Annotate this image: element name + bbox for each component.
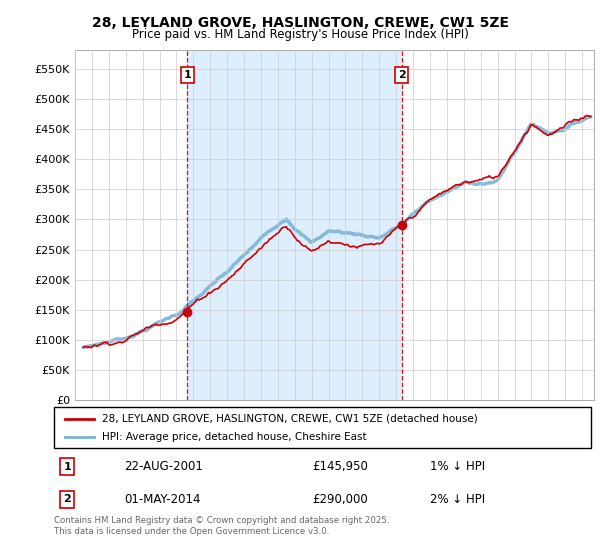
Text: 1: 1 — [184, 70, 191, 80]
Text: 1: 1 — [64, 461, 71, 472]
Text: 1% ↓ HPI: 1% ↓ HPI — [430, 460, 485, 473]
FancyBboxPatch shape — [54, 407, 591, 448]
Text: 22-AUG-2001: 22-AUG-2001 — [124, 460, 203, 473]
Text: Price paid vs. HM Land Registry's House Price Index (HPI): Price paid vs. HM Land Registry's House … — [131, 28, 469, 41]
Text: £290,000: £290,000 — [312, 493, 368, 506]
Text: HPI: Average price, detached house, Cheshire East: HPI: Average price, detached house, Ches… — [103, 432, 367, 441]
Text: £145,950: £145,950 — [312, 460, 368, 473]
Text: 2: 2 — [398, 70, 406, 80]
Text: 28, LEYLAND GROVE, HASLINGTON, CREWE, CW1 5ZE: 28, LEYLAND GROVE, HASLINGTON, CREWE, CW… — [91, 16, 509, 30]
Text: 2% ↓ HPI: 2% ↓ HPI — [430, 493, 485, 506]
Text: 28, LEYLAND GROVE, HASLINGTON, CREWE, CW1 5ZE (detached house): 28, LEYLAND GROVE, HASLINGTON, CREWE, CW… — [103, 414, 478, 423]
Text: 01-MAY-2014: 01-MAY-2014 — [124, 493, 200, 506]
Bar — [187, 50, 402, 400]
Text: 2: 2 — [64, 494, 71, 505]
Text: Contains HM Land Registry data © Crown copyright and database right 2025.
This d: Contains HM Land Registry data © Crown c… — [54, 516, 389, 536]
